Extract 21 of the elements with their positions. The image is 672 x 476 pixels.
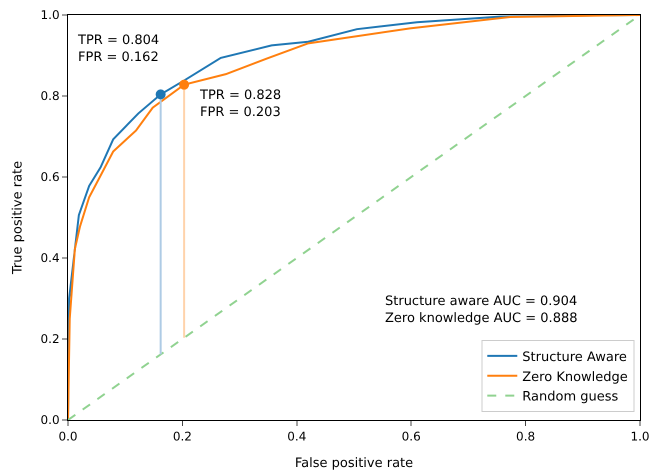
- y-tick-label: 0.2: [40, 332, 60, 346]
- annotation: TPR = 0.828 FPR = 0.203: [199, 88, 282, 120]
- legend-label: Zero Knowledge: [522, 370, 628, 385]
- annotation: TPR = 0.804 FPR = 0.162: [77, 33, 160, 65]
- x-tick-label: 0.8: [516, 429, 536, 444]
- y-axis-title: True positive rate: [10, 160, 26, 276]
- x-tick-label: 0.0: [58, 429, 78, 444]
- annotation: Structure aware AUC = 0.904 Zero knowledge AUC = 0.888: [385, 294, 578, 326]
- y-tick-label: 1.0: [40, 8, 60, 22]
- y-tick-label: 0.4: [40, 251, 60, 266]
- y-tick-label: 0.8: [40, 89, 60, 104]
- x-axis-title: False positive rate: [294, 456, 414, 471]
- x-tick-label: 1.0: [630, 429, 650, 444]
- line-series: [68, 15, 640, 420]
- x-tick-label: 0.6: [402, 429, 421, 444]
- y-tick-label: 0.0: [40, 413, 60, 428]
- y-tick-label: 0.6: [40, 170, 60, 184]
- legend-label: Structure Aware: [522, 350, 627, 365]
- x-tick-label: 0.4: [287, 429, 306, 444]
- x-tick-label: 0.2: [172, 429, 192, 444]
- legend-label: Random guess: [522, 390, 618, 405]
